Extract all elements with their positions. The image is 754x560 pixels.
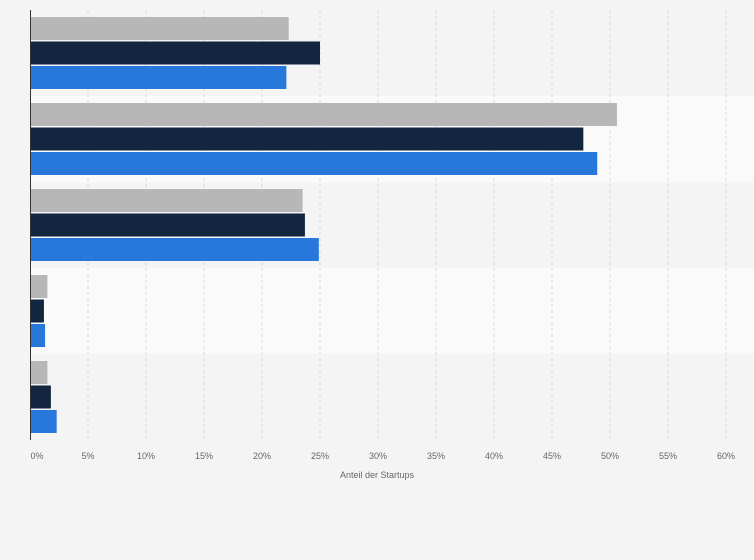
x-tick-label: 50% [601,451,619,461]
bar[interactable] [30,17,289,40]
x-tick-label: 20% [253,451,271,461]
x-tick-label: 0% [30,451,43,461]
bar[interactable] [30,275,48,298]
x-tick-label: 55% [659,451,677,461]
x-tick-label: 30% [369,451,387,461]
bar[interactable] [30,410,57,433]
bar[interactable] [30,189,303,212]
bar[interactable] [30,361,48,384]
x-tick-label: 45% [543,451,561,461]
bar[interactable] [30,385,51,409]
bar[interactable] [30,238,319,261]
bar[interactable] [30,103,617,126]
bar[interactable] [30,152,598,175]
x-axis-title: Anteil der Startups [340,470,415,480]
bar[interactable] [30,66,287,89]
x-tick-label: 5% [81,451,94,461]
category-band [30,354,754,440]
bar[interactable] [30,299,44,323]
bar[interactable] [30,213,305,237]
x-tick-label: 60% [717,451,735,461]
x-tick-label: 25% [311,451,329,461]
bars [30,17,617,433]
category-band [30,268,754,354]
x-tick-label: 10% [137,451,155,461]
x-tick-label: 15% [195,451,213,461]
x-tick-label: 40% [485,451,503,461]
x-tick-labels: 0% 5% 10% 15% 20% 25% 30% 35% 40% 45% 50% 55% 60% [30,451,735,461]
bar[interactable] [30,127,584,151]
bar[interactable] [30,324,46,347]
bar[interactable] [30,41,320,65]
x-tick-label: 35% [427,451,445,461]
